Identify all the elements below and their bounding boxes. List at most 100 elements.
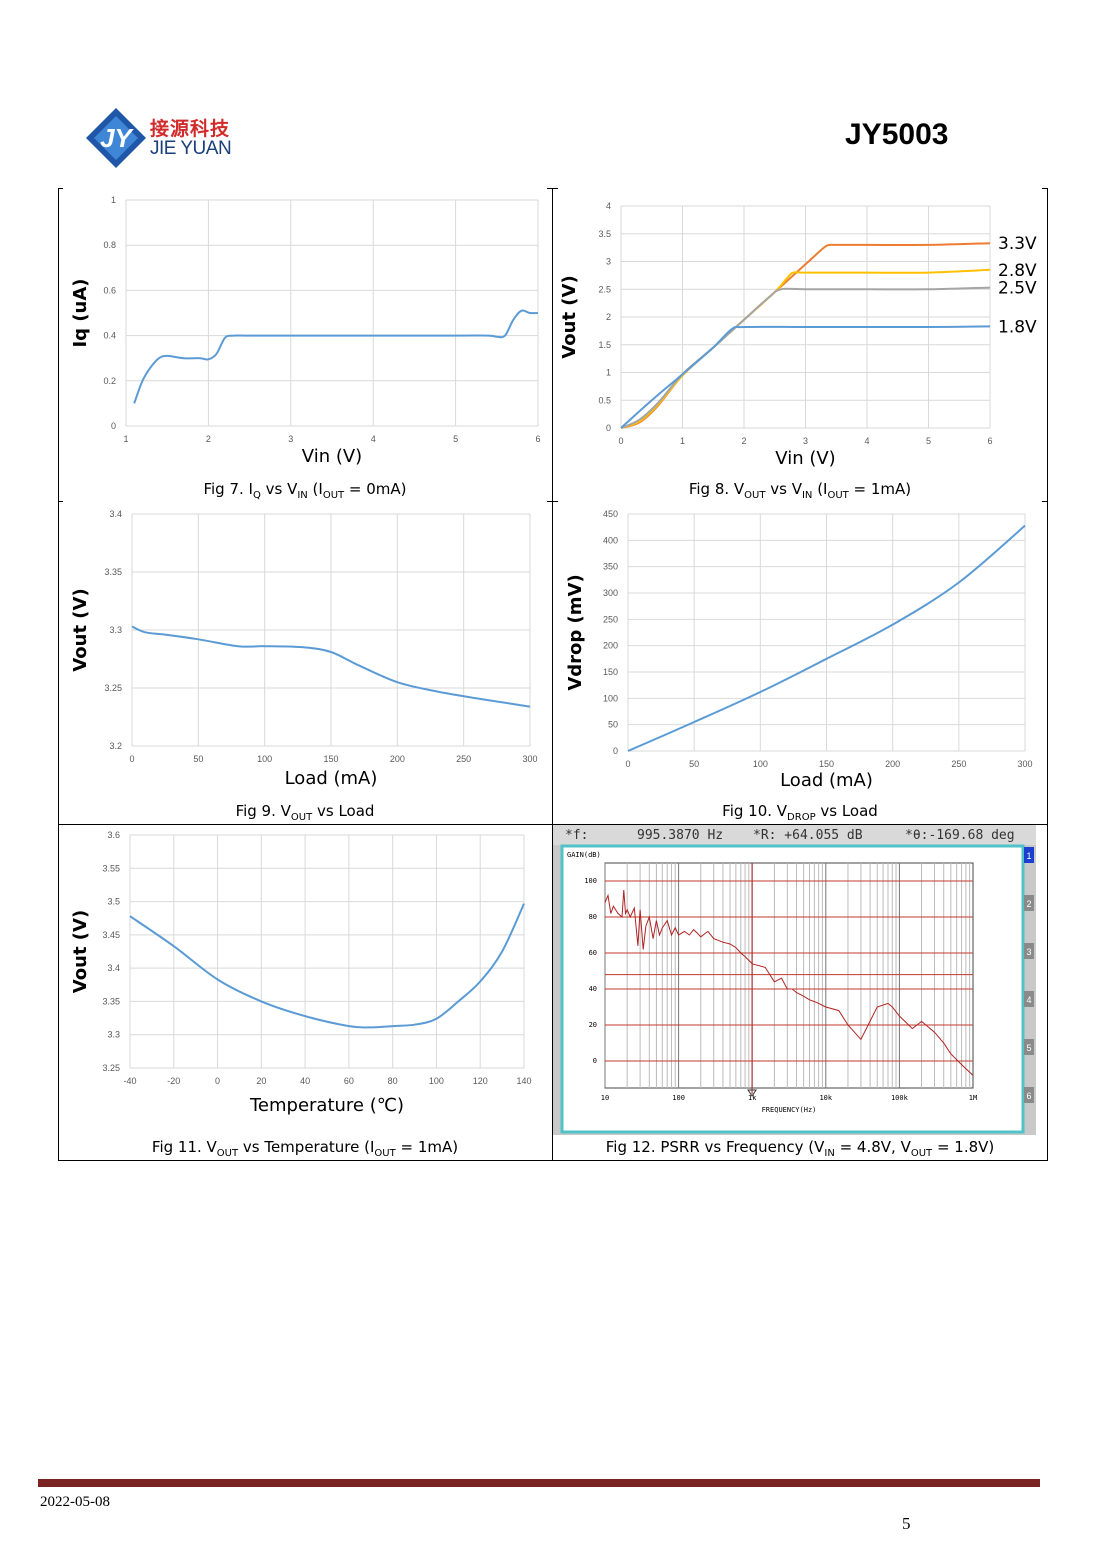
- fig7-ytick-label: 0.6: [103, 285, 116, 295]
- fig10-ytick-label: 300: [603, 588, 618, 598]
- fig7-ytick-label: 1: [111, 195, 116, 205]
- fig11-ytick-label: 3.6: [107, 830, 120, 840]
- scope-xtick-label: 1M: [969, 1094, 977, 1102]
- fig7-series-line-0: [133, 309, 539, 404]
- fig11-ytick-label: 3.5: [107, 897, 120, 907]
- fig10-y-axis-label: Vdrop (mV): [565, 574, 586, 690]
- fig9-caption: Fig 9. VOUT vs Load: [235, 802, 375, 823]
- logo-chinese-name: 接源科技: [150, 118, 231, 140]
- fig9-ytick-label: 3.25: [104, 683, 122, 693]
- scope-ytick-label: 100: [584, 877, 597, 885]
- fig11-chart: -40 -20 0 20 40 60 80 100 120 140 3.25 3.3 3.35 3.4 3.…: [70, 830, 532, 1116]
- fig9-ytick-label: 3.35: [104, 567, 122, 577]
- scope-y-axis-label: GAIN(dB): [567, 851, 601, 859]
- scope-side-tab-label-1: 1: [1026, 851, 1031, 861]
- fig10-xtick-label: 50: [689, 759, 699, 769]
- fig8-series-label-2: 2.5V: [998, 279, 1037, 299]
- scope-readout-f-value: 995.3870 Hz: [637, 828, 723, 843]
- scope-ytick-label: 80: [589, 913, 597, 921]
- fig9-x-axis-label: Load (mA): [285, 768, 378, 789]
- fig11-xtick-label: -40: [123, 1076, 136, 1086]
- fig8-series-line-3: [620, 325, 991, 429]
- fig7-chart: 1 2 3 4 5 6 0 0.2 0.4 0.6 0.8 1 Vin (V) Iq (uA): [70, 195, 541, 467]
- fig11-x-axis-label: Temperature (℃): [249, 1095, 404, 1116]
- scope-side-tab-label-2: 2: [1026, 899, 1031, 909]
- fig10-xtick-label: 150: [819, 759, 834, 769]
- scope-side-tab-3: [1024, 943, 1034, 959]
- fig8-ytick-label: 0.5: [598, 395, 611, 405]
- scope-side-tab-label-4: 4: [1026, 995, 1031, 1005]
- fig7-ytick-label: 0.8: [103, 240, 116, 250]
- fig9-xtick-label: 200: [390, 754, 405, 764]
- fig11-series-line-0: [129, 903, 525, 1029]
- fig8-ytick-label: 4: [606, 201, 611, 211]
- fig11-xtick-label: 40: [300, 1076, 310, 1086]
- scope-xtick-label: 100k: [891, 1094, 909, 1102]
- fig8-caption: Fig 8. VOUT vs VIN (IOUT = 1mA): [688, 480, 912, 501]
- fig12-chart: *f: 995.3870 Hz *R: +64.055 dB *θ:-169.68 d…: [553, 825, 1036, 1135]
- fig9-xtick-label: 100: [257, 754, 272, 764]
- fig7-x-axis-label: Vin (V): [302, 446, 362, 467]
- fig7-ytick-label: 0.2: [103, 376, 116, 386]
- fig7-xtick-label: 6: [535, 434, 540, 444]
- fig8-series-line-2: [620, 286, 991, 429]
- fig10-xtick-label: 250: [951, 759, 966, 769]
- fig8-series-label-1: 2.8V: [998, 261, 1037, 281]
- fig9-xtick-label: 0: [129, 754, 134, 764]
- figure-grid: 1 2 3 4 5 6 0 0.2 0.4 0.6 0.8 1 Vin (V) Iq (uA) Fig 7…: [58, 188, 1048, 1161]
- scope-side-tab-4: [1024, 991, 1034, 1007]
- scope-psrr-trace: [604, 889, 974, 1076]
- fig8-ytick-label: 2.5: [598, 284, 611, 294]
- fig11-xtick-label: 20: [256, 1076, 266, 1086]
- fig8-xtick-label: 2: [741, 436, 746, 446]
- fig10-cell: 0 50 100 150 200 250 300 0 50 100 150 200 250 300 350 4…: [553, 502, 1047, 824]
- fig7-xtick-label: 3: [288, 434, 293, 444]
- fig11-y-axis-label: Vout (V): [70, 910, 91, 993]
- fig7-xtick-label: 4: [371, 434, 376, 444]
- fig9-ytick-label: 3.2: [109, 741, 122, 751]
- fig9-y-axis-label: Vout (V): [70, 588, 91, 671]
- fig12-caption: Fig 12. PSRR vs Frequency (VIN = 4.8V, V…: [605, 1138, 995, 1159]
- fig10-ytick-label: 50: [608, 720, 618, 730]
- fig11-ytick-label: 3.45: [102, 930, 120, 940]
- fig10-ytick-label: 400: [603, 535, 618, 545]
- fig8-xtick-label: 1: [680, 436, 685, 446]
- fig10-xtick-label: 200: [885, 759, 900, 769]
- fig8-cell: 0 1 2 3 4 5 6 0 0.5 1 1.5 2 2.5 3 3.5 4 Vin (V) Vout (V) 3…: [553, 188, 1047, 501]
- scope-xtick-label: 1k: [748, 1094, 757, 1102]
- scope-readout-bar: [553, 825, 1036, 845]
- scope-side-tab-label-6: 6: [1026, 1091, 1031, 1101]
- fig11-xtick-label: 60: [344, 1076, 354, 1086]
- fig8-ytick-label: 0: [606, 423, 611, 433]
- fig9-xtick-label: 250: [456, 754, 471, 764]
- footer-bar: [38, 1479, 1040, 1487]
- fig8-xtick-label: 0: [618, 436, 623, 446]
- fig11-ytick-label: 3.25: [102, 1063, 120, 1073]
- fig9-ytick-label: 3.3: [109, 625, 122, 635]
- footer-date: 2022-05-08: [40, 1494, 110, 1510]
- fig10-xtick-label: 300: [1017, 759, 1032, 769]
- fig8-chart: 0 1 2 3 4 5 6 0 0.5 1 1.5 2 2.5 3 3.5 4 Vin (V) Vout (V) 3…: [559, 201, 1037, 469]
- fig7-caption: Fig 7. IQ vs VIN (IOUT = 0mA): [203, 480, 407, 501]
- fig10-ytick-label: 250: [603, 614, 618, 624]
- fig11-xtick-label: -20: [167, 1076, 180, 1086]
- scope-side-tab-2: [1024, 895, 1034, 911]
- fig7-xtick-label: 5: [453, 434, 458, 444]
- scope-side-tab-label-3: 3: [1026, 947, 1031, 957]
- fig10-x-axis-label: Load (mA): [780, 770, 873, 791]
- fig10-xtick-label: 100: [753, 759, 768, 769]
- fig10-ytick-label: 0: [613, 746, 618, 756]
- fig10-ytick-label: 450: [603, 509, 618, 519]
- scope-ytick-label: 0: [593, 1057, 597, 1065]
- fig11-xtick-label: 140: [516, 1076, 531, 1086]
- fig8-xtick-label: 3: [803, 436, 808, 446]
- fig9-cell: 0 50 100 150 200 250 300 3.2 3.25 3.3 3.35 3.4 Load …: [58, 502, 552, 824]
- fig10-series-line-0: [627, 524, 1026, 752]
- fig10-xtick-label: 0: [625, 759, 630, 769]
- scope-xtick-label: 10: [601, 1094, 609, 1102]
- fig10-ytick-label: 100: [603, 693, 618, 703]
- fig10-ytick-label: 200: [603, 641, 618, 651]
- scope-xtick-label: 100: [672, 1094, 685, 1102]
- fig8-series-label-3: 1.8V: [998, 317, 1037, 337]
- fig7-xtick-label: 2: [206, 434, 211, 444]
